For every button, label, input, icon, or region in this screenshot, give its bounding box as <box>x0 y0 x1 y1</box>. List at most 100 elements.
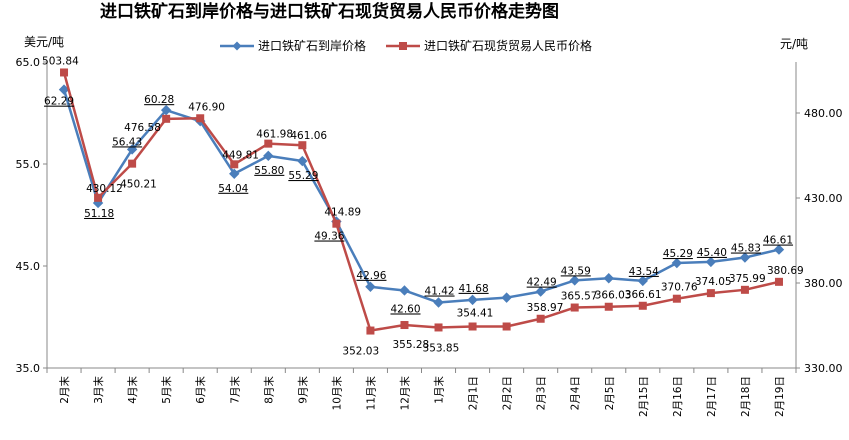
rmb-data-label: 476.58 <box>124 122 161 134</box>
category-label: 5月末 <box>160 376 173 404</box>
category-label: 2月17日 <box>706 376 718 417</box>
usd-price-point <box>160 104 172 116</box>
category-label: 2月2日 <box>502 376 514 410</box>
usd-data-label: 42.96 <box>356 270 386 282</box>
rmb-price-point <box>162 114 171 123</box>
left-tick-label: 45.0 <box>16 260 41 273</box>
usd-data-label: 43.54 <box>629 266 659 278</box>
series-layer <box>58 68 785 335</box>
category-label: 2月5日 <box>604 376 616 410</box>
category-label: 3月末 <box>92 376 105 404</box>
rmb-price-point <box>196 114 205 123</box>
axes: 35.0 45.0 55.0 65.0 330.00 380.00 430.00 480.00… <box>16 56 843 417</box>
usd-data-label: 42.49 <box>527 277 557 289</box>
data-labels: 62.29 51.18 56.43 60.28 54.04 55.80 55.29 49.36… <box>42 55 804 357</box>
rmb-data-label: 414.89 <box>324 207 361 219</box>
usd-data-label: 56.43 <box>112 136 142 148</box>
usd-price-point <box>501 292 512 303</box>
usd-price-point <box>637 275 649 287</box>
usd-price-point <box>365 281 376 293</box>
rmb-price-point <box>604 302 613 311</box>
category-label: 2月末 <box>58 376 71 404</box>
category-label: 11月末 <box>364 376 377 411</box>
usd-price-point <box>739 252 751 263</box>
rmb-price-point <box>468 322 477 331</box>
usd-data-label: 62.29 <box>44 96 74 108</box>
rmb-data-label: 450.21 <box>120 179 157 191</box>
usd-data-label: 41.68 <box>459 283 489 295</box>
rmb-data-label: 352.03 <box>342 346 379 358</box>
legend-rmb-label: 进口铁矿石现货贸易人民币价格 <box>424 38 592 53</box>
rmb-price-point <box>570 303 579 312</box>
rmb-data-label: 358.97 <box>527 302 564 314</box>
usd-data-label: 46.61 <box>763 235 793 247</box>
category-label: 2月3日 <box>536 376 548 410</box>
usd-data-label: 60.28 <box>144 94 174 106</box>
legend-rmb-marker <box>399 42 407 50</box>
right-tick-label: 330.00 <box>804 362 843 375</box>
rmb-data-label: 461.06 <box>290 130 327 142</box>
rmb-data-label: 461.98 <box>256 129 293 141</box>
category-label: 9月末 <box>296 376 309 404</box>
usd-price-point <box>229 168 240 179</box>
usd-data-label: 45.40 <box>697 247 727 259</box>
usd-price-point <box>671 257 683 269</box>
rmb-price-point <box>672 294 681 303</box>
rmb-price-point <box>434 323 443 332</box>
rmb-price-point <box>502 322 511 331</box>
category-label: 2月15日 <box>638 376 650 417</box>
rmb-price-point <box>638 301 647 310</box>
rmb-price-point <box>230 160 239 169</box>
usd-price-point <box>263 150 274 162</box>
legend-usd-label: 进口铁矿石到岸价格 <box>258 38 366 53</box>
usd-price-point <box>569 275 580 286</box>
usd-price-point <box>603 273 614 284</box>
right-tick-label: 430.00 <box>804 192 843 205</box>
left-tick-label: 65.0 <box>16 56 41 69</box>
right-axis-title: 元/吨 <box>780 37 808 51</box>
left-tick-label: 35.0 <box>16 362 41 375</box>
rmb-data-label: 355.28 <box>392 339 429 351</box>
rmb-price-point <box>536 314 545 323</box>
usd-data-label: 43.59 <box>561 265 591 277</box>
rmb-data-label: 476.90 <box>188 101 225 113</box>
category-label: 2月16日 <box>672 376 684 417</box>
rmb-price-point <box>774 277 783 286</box>
rmb-price-point <box>94 193 103 202</box>
usd-data-label: 49.36 <box>314 231 344 243</box>
right-tick-label: 480.00 <box>804 107 843 120</box>
left-axis-title: 美元/吨 <box>24 35 64 49</box>
usd-price-point <box>535 286 546 297</box>
legend: 进口铁矿石到岸价格 进口铁矿石现货贸易人民币价格 <box>220 38 592 53</box>
category-label: 4月末 <box>126 376 139 404</box>
rmb-price-point <box>706 289 715 298</box>
rmb-data-label: 449.81 <box>222 149 259 161</box>
category-label: 1月末 <box>433 376 446 404</box>
usd-price-point <box>773 244 785 255</box>
rmb-price-point <box>298 141 307 150</box>
rmb-price-point <box>366 326 375 335</box>
usd-data-label: 45.83 <box>731 243 761 255</box>
rmb-data-label: 503.84 <box>42 55 79 67</box>
category-label: 10月末 <box>330 376 343 411</box>
usd-price-point <box>399 285 410 296</box>
category-label: 2月18日 <box>740 376 752 417</box>
rmb-price-line <box>62 72 780 332</box>
rmb-data-label: 366.03 <box>595 290 632 302</box>
rmb-price-point <box>740 285 749 294</box>
right-tick-label: 380.00 <box>804 277 843 290</box>
category-label: 2月1日 <box>468 376 480 410</box>
rmb-data-label: 380.69 <box>767 265 804 277</box>
rmb-data-label: 374.05 <box>695 276 732 288</box>
rmb-price-point <box>400 321 409 330</box>
usd-data-label: 45.29 <box>663 248 693 260</box>
rmb-data-label: 365.57 <box>561 291 598 303</box>
usd-data-label: 55.29 <box>288 170 318 182</box>
left-tick-label: 55.0 <box>16 158 41 171</box>
rmb-data-label: 366.61 <box>625 289 662 301</box>
rmb-data-label: 370.76 <box>661 282 698 294</box>
rmb-data-label: 353.85 <box>423 342 460 354</box>
rmb-price-point <box>332 219 341 228</box>
category-label: 12月末 <box>398 376 411 411</box>
